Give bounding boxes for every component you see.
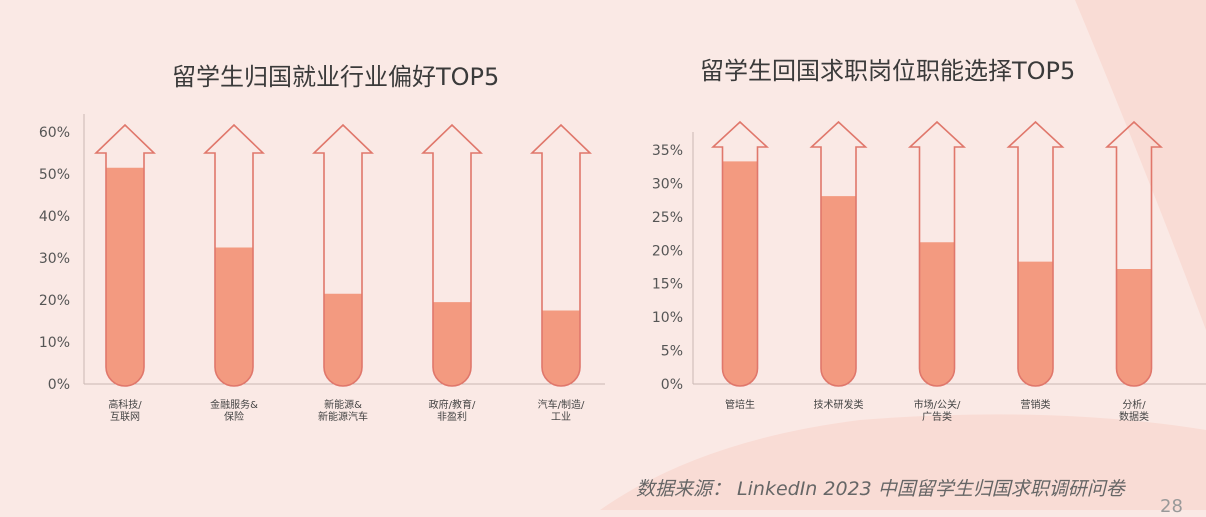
bar-group [530,123,592,387]
bar-arrow-outline [1006,120,1065,387]
bar-arrow-outline [94,123,156,387]
bar-arrow-outline [907,120,967,387]
bar-group [1104,120,1164,387]
category-label: 金融服务& [210,398,258,411]
y-tick-label: 10% [39,335,70,351]
bar-fill [106,167,144,386]
chart-title-industry: 留学生归国就业行业偏好TOP5 [172,63,500,91]
y-tick-label: 40% [39,209,70,225]
category-label: 工业 [551,411,571,423]
bar-group [809,120,868,387]
category-label: 技术研发类 [814,398,864,411]
background-blob [1075,0,1206,330]
bar-fill [1116,269,1152,386]
y-tick-label: 35% [652,143,683,159]
y-tick-label: 20% [39,293,70,309]
y-tick-label: 25% [652,210,683,226]
bar-group [312,123,374,387]
bar-arrow-outline [203,123,265,387]
category-label: 汽车/制造/ [538,398,585,411]
bar-fill [215,247,253,386]
y-tick-label: 20% [652,243,683,259]
bar-group [94,123,156,387]
y-tick-label: 50% [39,167,70,183]
category-label: 市场/公关/ [914,398,961,411]
y-tick-label: 0% [48,377,70,393]
category-label: 分析/ [1122,398,1146,411]
category-label: 政府/教育/ [429,398,476,411]
page-number: 28 [1160,496,1183,517]
bar-arrow-outline [710,120,770,387]
category-label: 广告类 [922,410,952,423]
category-label: 新能源汽车 [318,410,368,423]
y-tick-label: 30% [652,176,683,192]
bar-arrow-outline [530,123,592,387]
category-label: 非盈利 [437,411,467,423]
bar-group [203,123,265,387]
bar-arrow-outline [421,123,483,387]
bar-arrow-outline [312,123,374,387]
y-tick-label: 10% [652,310,683,326]
category-label: 营销类 [1021,398,1051,411]
bar-fill [542,310,580,386]
bar-fill [1018,261,1053,386]
y-tick-label: 30% [39,251,70,267]
category-label: 管培生 [725,398,755,411]
chart-title-function: 留学生回国求职岗位职能选择TOP5 [700,57,1076,85]
category-label: 数据类 [1119,410,1149,423]
bar-fill [722,161,758,386]
bar-fill [433,302,471,386]
y-tick-label: 60% [39,125,70,141]
bar-fill [919,242,955,386]
category-label: 新能源& [324,398,362,411]
y-tick-label: 15% [652,277,683,293]
bar-fill [324,293,362,386]
bar-fill [821,196,856,386]
bar-group [1006,120,1065,387]
bar-arrow-outline [1104,120,1164,387]
category-label: 高科技/ [108,398,142,411]
data-source: 数据来源： LinkedIn 2023 中国留学生归国求职调研问卷 [636,478,1125,500]
bar-group [907,120,967,387]
y-tick-label: 0% [661,377,683,393]
background-wave [600,414,1206,510]
category-label: 保险 [224,410,244,423]
bar-arrow-outline [809,120,868,387]
bar-group [710,120,770,387]
bar-group [421,123,483,387]
y-tick-label: 5% [661,344,683,360]
category-label: 互联网 [110,411,140,423]
